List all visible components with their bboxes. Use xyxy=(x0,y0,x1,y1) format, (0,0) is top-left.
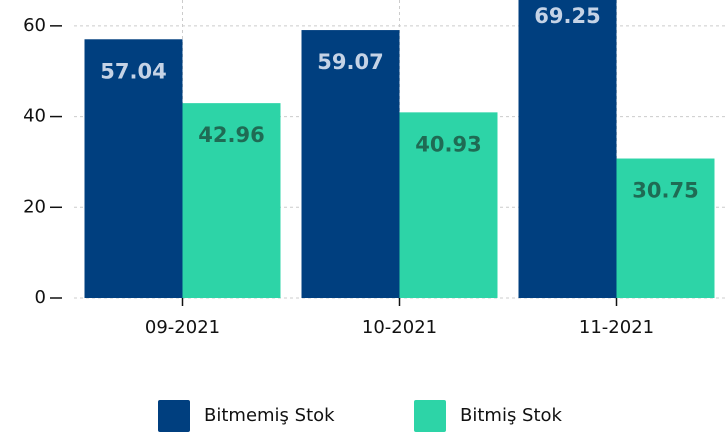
data-label: 59.07 xyxy=(317,50,383,74)
bar xyxy=(301,30,400,299)
bar xyxy=(182,103,281,299)
legend-swatch xyxy=(158,400,190,432)
bar xyxy=(84,39,183,298)
x-tick-label: 11-2021 xyxy=(579,317,654,338)
legend-swatch xyxy=(414,400,446,432)
data-label: 57.04 xyxy=(100,59,166,83)
data-label: 30.75 xyxy=(632,179,698,203)
y-tick-label: 40 xyxy=(23,106,46,127)
data-label: 69.25 xyxy=(534,4,600,28)
legend-label: Bitmiş Stok xyxy=(460,405,563,426)
bar xyxy=(616,158,715,298)
x-tick-label: 10-2021 xyxy=(362,317,437,338)
y-tick-label: 60 xyxy=(23,15,46,36)
bar xyxy=(518,0,617,299)
data-label: 42.96 xyxy=(198,123,264,147)
y-tick-label: 0 xyxy=(35,287,46,308)
data-label: 40.93 xyxy=(415,132,481,156)
x-tick-label: 09-2021 xyxy=(145,317,220,338)
legend-label: Bitmemiş Stok xyxy=(204,405,335,426)
y-tick-label: 20 xyxy=(23,196,46,217)
bar xyxy=(399,112,498,299)
